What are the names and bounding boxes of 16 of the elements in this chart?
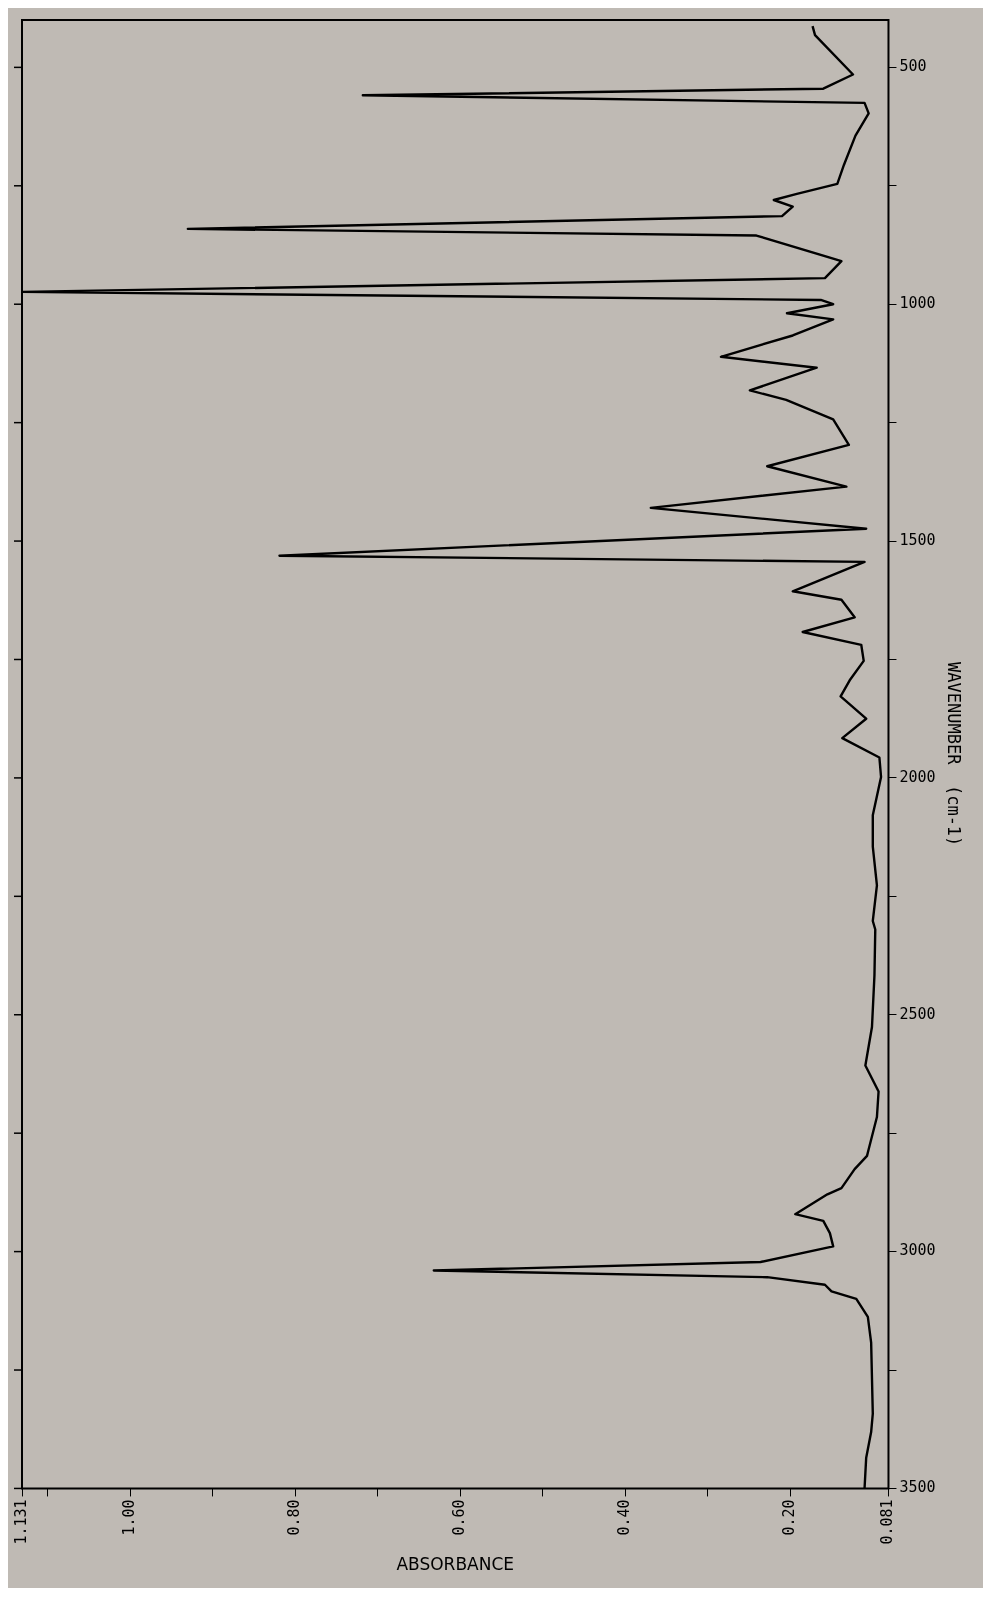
x-tick-label: 0.60	[450, 1499, 469, 1536]
y-axis-title: WAVENUMBER (cm-1)	[944, 662, 965, 847]
x-tick-label: 0.40	[615, 1499, 634, 1536]
x-tick-label: 0.081	[878, 1499, 897, 1545]
y-tick-label: 1500	[899, 530, 936, 549]
y-tick-label: 2000	[899, 767, 936, 786]
y-tick-label: 3000	[899, 1241, 936, 1260]
x-tick-label: 1.131	[11, 1499, 30, 1545]
x-tick-label: 0.20	[780, 1499, 799, 1536]
y-tick-label: 500	[899, 57, 927, 76]
x-tick-label: 0.80	[285, 1499, 304, 1536]
y-tick-label: 3500	[899, 1478, 936, 1497]
y-tick-label: 1000	[899, 294, 936, 313]
x-axis-title: ABSORBANCE	[396, 1554, 515, 1575]
y-tick-label: 2500	[899, 1004, 936, 1023]
x-tick-label: 1.00	[119, 1499, 138, 1536]
